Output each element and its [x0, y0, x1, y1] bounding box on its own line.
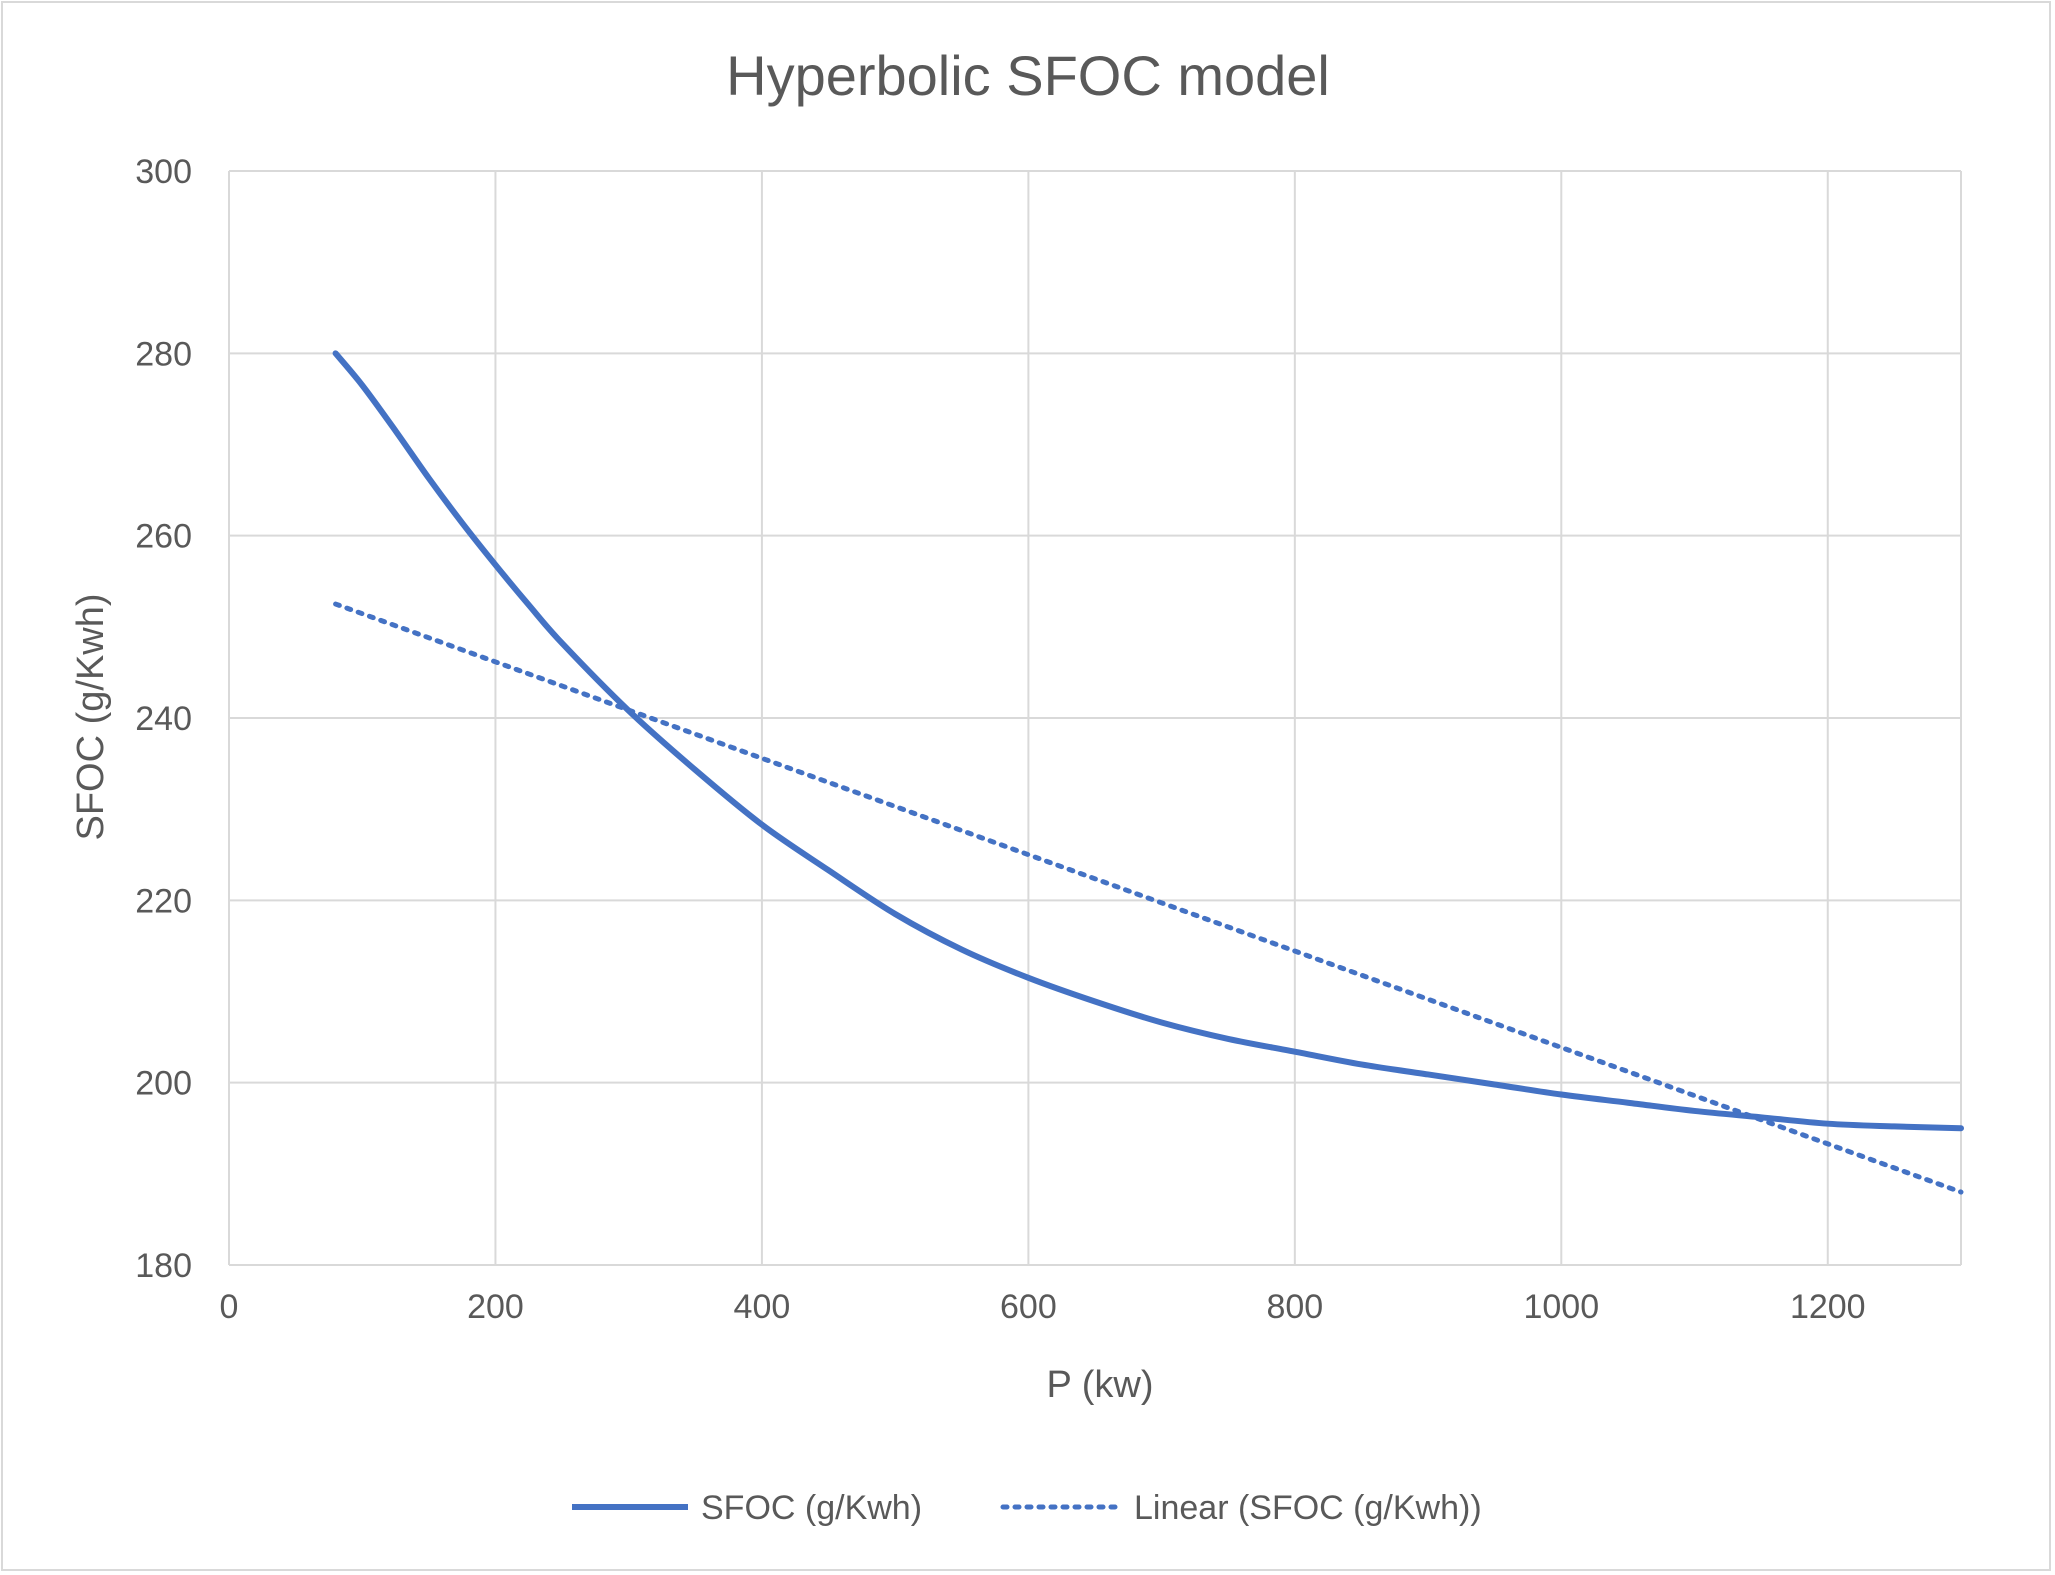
x-tick-label: 1000	[1523, 1288, 1599, 1326]
y-tick-label: 300	[135, 153, 192, 191]
gridlines	[228, 170, 1962, 1266]
series-line-sfoc	[332, 350, 1964, 1132]
legend: SFOC (g/Kwh) Linear (SFOC (g/Kwh))	[572, 1489, 1482, 1527]
legend-label-linear: Linear (SFOC (g/Kwh))	[1134, 1489, 1482, 1527]
x-tick-label: 0	[220, 1288, 239, 1326]
y-tick-label: 240	[135, 700, 192, 738]
x-tick-label: 800	[1266, 1288, 1323, 1326]
chart-title: Hyperbolic SFOC model	[726, 44, 1330, 107]
y-tick-label: 280	[135, 335, 192, 373]
x-axis-title: P (kw)	[1047, 1364, 1154, 1406]
y-tick-label: 180	[135, 1247, 192, 1285]
axes: 180 200 220 240 260 280 300 0 200 400 600 800 1000 12…	[135, 153, 1865, 1326]
series-line-linear-trend	[333, 601, 1964, 1195]
legend-label-sfoc: SFOC (g/Kwh)	[701, 1489, 922, 1527]
y-tick-label: 220	[135, 882, 192, 920]
series-layer	[332, 350, 1964, 1195]
x-tick-label: 200	[467, 1288, 524, 1326]
y-axis-title: SFOC (g/Kwh)	[70, 593, 112, 840]
x-tick-label: 600	[1000, 1288, 1057, 1326]
x-tick-label: 1200	[1790, 1288, 1866, 1326]
y-tick-label: 260	[135, 518, 192, 556]
x-tick-label: 400	[734, 1288, 791, 1326]
y-tick-label: 200	[135, 1065, 192, 1103]
